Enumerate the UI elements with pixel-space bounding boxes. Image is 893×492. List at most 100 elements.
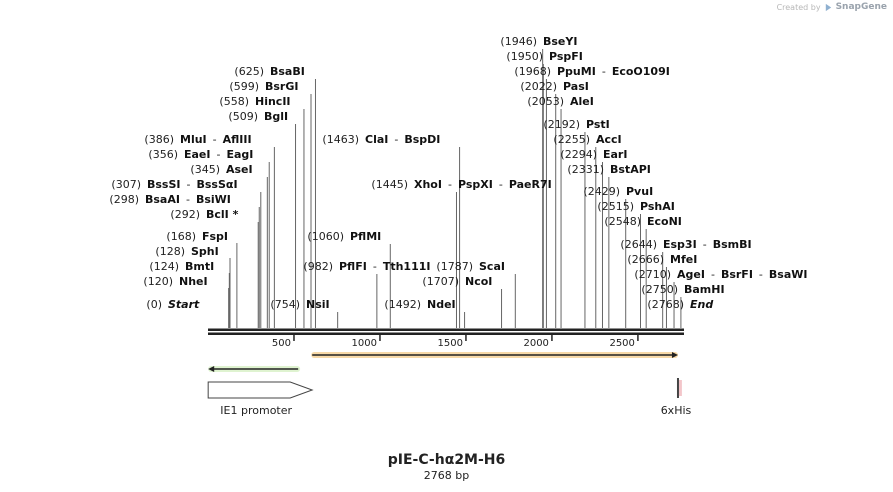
site-enzyme-eagi: EagI [227,148,254,161]
site-position-pflfi: (982) [303,260,333,273]
site-position-sphi: (128) [155,245,185,258]
ruler-tick-label-500: 500 [272,338,291,349]
site-position-fspi: (168) [166,230,196,243]
site-separator-xhoi-2: - [499,178,503,191]
site-position-mlui: (386) [144,133,174,146]
site-position-acci: (2255) [553,133,590,146]
site-position-bstapi: (2331) [567,163,604,176]
site-position-bsaai: (298) [109,193,139,206]
features-group: IE1 promoter 6xHis [207,352,692,417]
site-position-pasi: (2022) [520,80,557,93]
site-enzyme-nsii: NsiI [306,298,330,311]
site-separator-eaei-1: - [217,148,221,161]
site-position-bgli: (509) [228,110,258,123]
site-enzyme-clai: ClaI [365,133,388,146]
site-enzyme-bsaai: BsaAI [145,193,180,206]
site-enzyme-pflmi: PflMI [350,230,381,243]
site-separator-bsssi-1: - [187,178,191,191]
site-position-pspfi: (1950) [506,50,543,63]
backbone-top-strand [208,328,684,331]
site-enzyme-agei: AgeI [677,268,705,281]
site-labels-group: (0) Start (120) NheI(124) BmtI(128) SphI (168)… [109,35,807,311]
site-position-start: (0) [146,298,162,311]
site-enzyme-start: Start [168,298,200,311]
site-position-eaei: (356) [148,148,178,161]
site-enzyme-bsiwi: BsiWI [196,193,231,206]
site-position-bcli: (292) [170,208,200,221]
site-enzyme-acci: AccI [596,133,622,146]
site-separator-clai-1: - [394,133,398,146]
site-separator-xhoi-1: - [448,178,452,191]
site-enzyme-pspfi: PspFI [549,50,583,63]
brand-created-by: Created by [776,2,821,12]
snapgene-logo-icon [825,3,831,11]
site-enzyme-bsrfi: BsrFI [721,268,753,281]
site-enzyme-sphi: SphI [191,245,219,258]
site-enzyme-fspi: FspI [202,230,228,243]
backbone-bottom-strand [208,332,684,335]
site-enzyme-bsabi: BsaBI [270,65,305,78]
site-enzyme-bsssi: BssSI [147,178,181,191]
feature-fill-6xhis [678,380,682,396]
site-separator-agei-1: - [711,268,715,281]
site-position-bsrgi: (599) [229,80,259,93]
site-enzyme-ncoi: NcoI [465,275,492,288]
site-enzyme-alei: AleI [570,95,594,108]
site-enzyme-eaei: EaeI [184,148,211,161]
site-separator-esp3i-1: - [703,238,707,251]
site-position-psti: (2192) [543,118,580,131]
site-position-ncoi: (1707) [422,275,459,288]
site-enzyme-bstapi: BstAPI [610,163,651,176]
ruler-tick-label-2500: 2500 [609,338,634,349]
backbone-group [208,328,684,335]
site-enzyme-bcli: BclI * [206,208,239,221]
brand-name: SnapGene [835,2,887,12]
site-enzyme-ecoo109i: EcoO109I [612,65,670,78]
site-enzyme-afliii: AflIII [223,133,252,146]
site-enzyme-bgli: BglI [264,110,288,123]
site-enzyme-psti: PstI [586,118,610,131]
site-position-clai: (1463) [322,133,359,146]
site-enzyme-mfei: MfeI [670,253,697,266]
site-enzyme-pshai: PshAI [640,200,675,213]
site-separator-ppumi-1: - [602,65,606,78]
site-position-bsabi: (625) [234,65,264,78]
site-position-bmti: (124) [149,260,179,273]
site-enzyme-bseyi: BseYI [543,35,577,48]
site-position-scai: (1787) [436,260,473,273]
site-enzyme-bsmbi: BsmBI [713,238,752,251]
site-enzyme-bsss-i: BssSαI [197,178,238,191]
ruler-tick-label-1500: 1500 [437,338,462,349]
site-position-alei: (2053) [527,95,564,108]
site-enzyme-scai: ScaI [479,260,505,273]
site-enzyme-econi: EcoNI [647,215,682,228]
plasmid-length: 2768 bp [423,469,470,482]
site-separator-pflfi-1: - [373,260,377,273]
feature-label-6xhis: 6xHis [661,404,692,417]
site-position-pvui: (2429) [583,185,620,198]
site-enzyme-pvui: PvuI [626,185,653,198]
site-separator-bsaai-1: - [186,193,190,206]
site-position-asei: (345) [190,163,220,176]
site-enzyme-bsrgi: BsrGI [265,80,298,93]
site-position-bsssi: (307) [111,178,141,191]
site-enzyme-pflfi: PflFI [339,260,367,273]
site-position-xhoi: (1445) [371,178,408,191]
brand-watermark: Created by SnapGene [777,2,887,12]
ruler-group: 500 1000 1500 2000 2500 [272,335,639,349]
feature-arrow-ie1-promoter [207,381,314,399]
site-enzyme-ndei: NdeI [427,298,456,311]
feature-marker-6xhis [676,378,679,398]
site-enzyme-tth111i: Tth111I [383,260,431,273]
site-position-end: (2768) [647,298,684,311]
site-position-hincii: (558) [219,95,249,108]
site-enzyme-bmti: BmtI [185,260,214,273]
site-enzyme-asei: AseI [226,163,253,176]
site-enzyme-bsawi: BsaWI [769,268,808,281]
feature-bar-arrowhead-insert [671,352,678,358]
feature-bar-arrowhead-ie1-promoter [208,366,215,372]
site-enzyme-end: End [690,298,713,311]
site-position-ppumi: (1968) [514,65,551,78]
site-position-eari: (2294) [560,148,597,161]
